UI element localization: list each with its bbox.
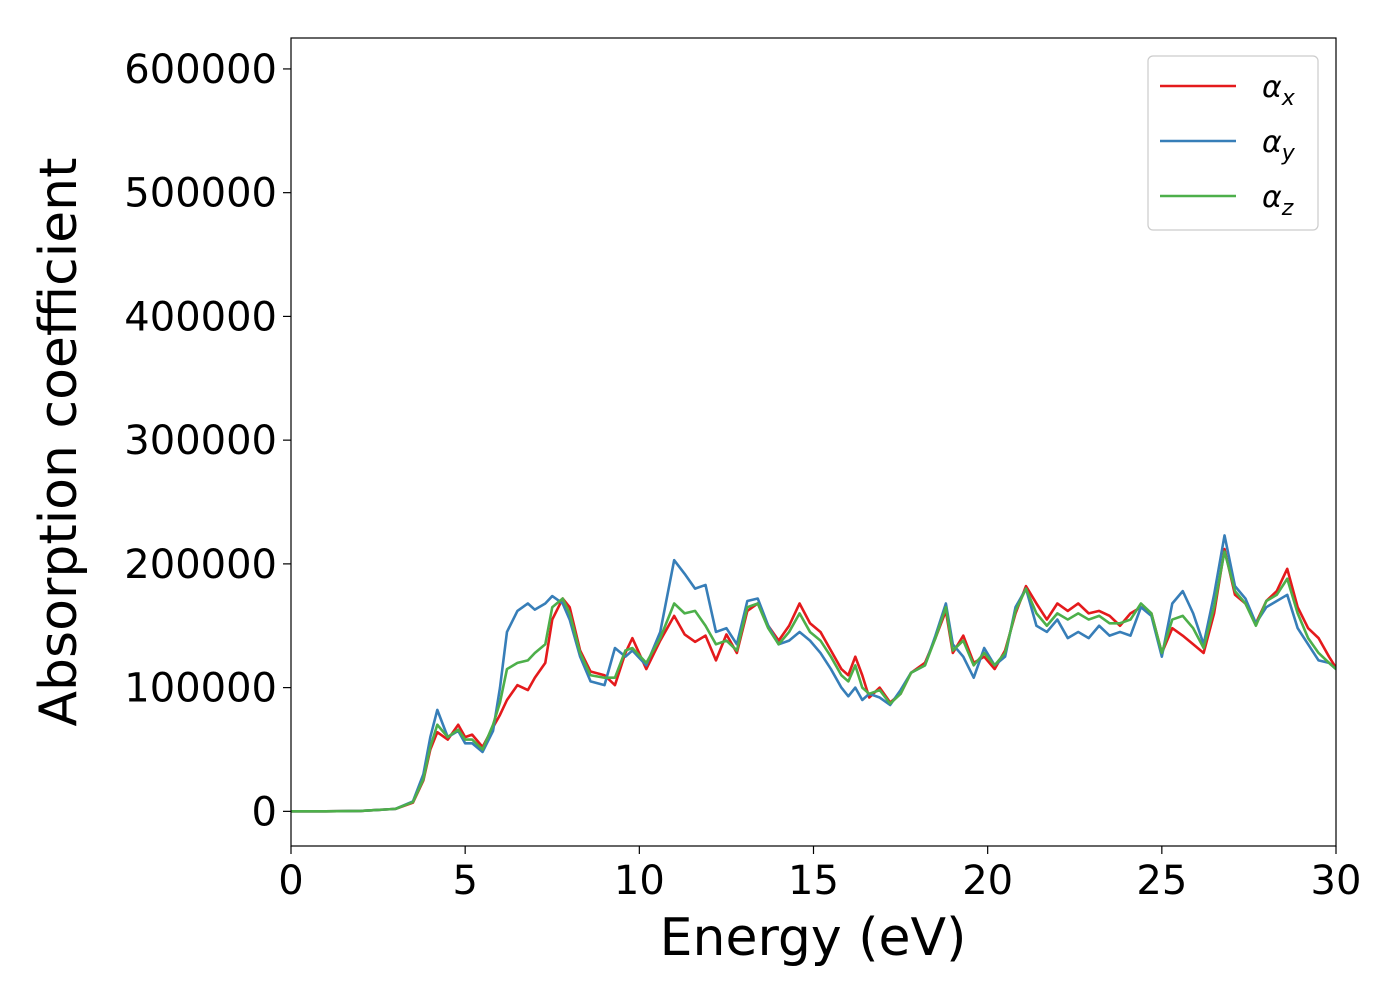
y-tick-label: 600000 xyxy=(124,47,277,93)
x-tick-label: 25 xyxy=(1136,858,1187,904)
series-line-y xyxy=(291,534,1336,813)
y-tick-label: 400000 xyxy=(124,294,277,340)
x-axis-title: Energy (eV) xyxy=(660,908,967,968)
legend-box xyxy=(1147,55,1319,231)
x-tick-label: 10 xyxy=(614,858,665,904)
legend-subscript: y xyxy=(1281,141,1296,166)
y-axis-title: Absorption coefficient xyxy=(29,157,89,726)
x-tick-label: 0 xyxy=(278,858,303,904)
series-line-z xyxy=(291,550,1336,813)
legend-subscript: x xyxy=(1281,86,1296,111)
y-tick-label: 500000 xyxy=(124,171,277,217)
x-tick-label: 15 xyxy=(788,858,839,904)
axes-layer: 0 5 10 15 20 25 30 0 100000 200000 300000 400000 500… xyxy=(124,37,1362,904)
plot-layer xyxy=(291,534,1336,813)
x-tick-label: 30 xyxy=(1311,858,1362,904)
x-tick-label: 5 xyxy=(452,858,477,904)
y-tick-label: 0 xyxy=(252,789,277,835)
y-tick-label: 300000 xyxy=(124,418,277,464)
y-tick-label: 100000 xyxy=(124,666,277,712)
series-group xyxy=(291,534,1336,813)
series-line-x xyxy=(291,547,1336,813)
x-tick-label: 20 xyxy=(962,858,1013,904)
y-tick-label: 200000 xyxy=(124,542,277,588)
legend-subscript: z xyxy=(1281,196,1294,221)
